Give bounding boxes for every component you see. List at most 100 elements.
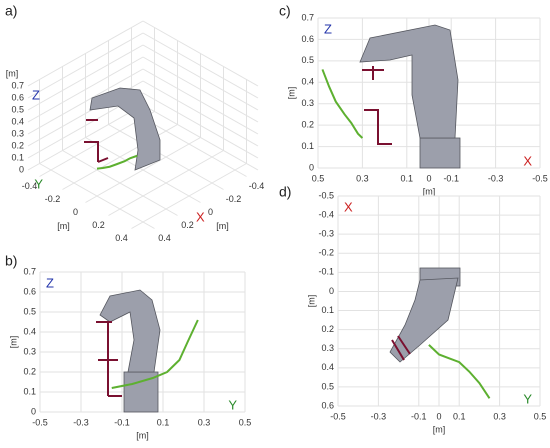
y-tick-label: 0.2 xyxy=(92,220,105,230)
x-tick-label: 0 xyxy=(436,411,441,421)
y-axis-name: Y xyxy=(34,176,43,191)
grid-line xyxy=(27,56,144,123)
robot-a xyxy=(89,87,161,171)
x-axis-name: X xyxy=(523,153,532,168)
y-tick-label: 0.1 xyxy=(321,305,334,315)
x-tick-label: -0.3 xyxy=(488,173,504,183)
panel-label: a) xyxy=(5,3,17,19)
y-tick-label: 0.2 xyxy=(301,120,314,130)
x-tick-label: -0.5 xyxy=(532,173,548,183)
grid-line xyxy=(131,163,247,229)
y-unit: [m] xyxy=(286,87,296,100)
y-tick-label: 0.7 xyxy=(23,266,36,276)
z-tick-label: 0.2 xyxy=(11,140,24,150)
grid-line xyxy=(27,20,144,87)
robot-illustrations xyxy=(84,24,461,413)
x-tick-label: -0.5 xyxy=(330,411,346,421)
x-unit: [m] xyxy=(136,430,149,440)
y-tick-label: -0.3 xyxy=(318,229,334,239)
y-tick-label: -0.2 xyxy=(318,248,334,258)
z-tick-label: 0.5 xyxy=(11,104,24,114)
x-tick-label: 0.3 xyxy=(493,411,506,421)
y-tick-label: -0.4 xyxy=(318,209,334,219)
z-unit: [m] xyxy=(6,68,19,78)
x-tick-label: -0.2 xyxy=(226,194,242,204)
y-tick-label: 0.5 xyxy=(23,306,36,316)
target-frame-a xyxy=(84,119,109,163)
grid-line xyxy=(27,68,144,135)
y-tick-label: 0 xyxy=(73,207,78,217)
y-tick-label: 0.2 xyxy=(321,324,334,334)
grid-line xyxy=(142,44,259,111)
x-tick-label: 0.1 xyxy=(401,173,414,183)
x-tick-label: 0.2 xyxy=(181,220,194,230)
x-tick-label: -0.3 xyxy=(371,411,387,421)
grid-line xyxy=(142,56,259,123)
x-tick-label: -0.4 xyxy=(249,181,265,191)
x-axis-name: Y xyxy=(523,391,532,406)
y-tick-label: 0.6 xyxy=(301,34,314,44)
y-tick-label: 0.6 xyxy=(321,400,334,410)
y-tick-label: 0.1 xyxy=(301,141,314,151)
x-unit: [m] xyxy=(423,186,436,196)
y-unit: [m] xyxy=(8,336,18,349)
x-tick-label: 0.5 xyxy=(312,173,325,183)
target-frame-c xyxy=(362,66,392,145)
y-tick-label: 0.1 xyxy=(23,386,36,396)
z-tick-label: 0.3 xyxy=(11,128,24,138)
grid-line xyxy=(27,44,144,111)
trajectory xyxy=(428,344,491,399)
x-tick-label: 0.3 xyxy=(356,173,369,183)
z-axis-name: Z xyxy=(32,87,40,102)
y-tick-label: 0.4 xyxy=(115,233,128,243)
y-tick-label: 0.3 xyxy=(23,346,36,356)
z-tick-label: 0.1 xyxy=(11,152,24,162)
x-tick-label: 0.3 xyxy=(198,417,211,427)
x-tick-label: 0 xyxy=(208,207,213,217)
x-unit: [m] xyxy=(216,221,229,231)
x-axis-name: Y xyxy=(228,397,237,412)
z-tick-label: 0.4 xyxy=(11,116,24,126)
y-tick-label: 0 xyxy=(31,406,36,416)
trajectory xyxy=(321,69,364,139)
y-tick-label: 0.6 xyxy=(23,286,36,296)
y-tick-label: 0.5 xyxy=(321,381,334,391)
x-axis-name: X xyxy=(196,209,205,224)
trajectory xyxy=(111,319,199,389)
panel-label: c) xyxy=(279,3,291,19)
y-axis-name: Z xyxy=(324,21,332,36)
y-tick-label: 0.3 xyxy=(321,343,334,353)
y-tick-label: -0.4 xyxy=(22,181,38,191)
z-tick-label: 0.6 xyxy=(11,92,24,102)
x-tick-label: 0.5 xyxy=(534,411,547,421)
panel-label: d) xyxy=(279,184,291,200)
y-tick-label: 0.3 xyxy=(301,98,314,108)
x-tick-label: 0.5 xyxy=(239,417,252,427)
target-frame-d xyxy=(391,335,411,361)
trajectory xyxy=(96,154,138,170)
x-tick-label: -0.1 xyxy=(411,411,427,421)
grid-line xyxy=(142,80,259,147)
x-tick-label: 0 xyxy=(426,173,431,183)
y-tick-label: 0 xyxy=(309,162,314,172)
y-unit: [m] xyxy=(57,221,70,231)
x-unit: [m] xyxy=(433,424,446,434)
grid-line xyxy=(142,104,259,171)
y-tick-label: 0.2 xyxy=(23,366,36,376)
y-tick-label: 0.4 xyxy=(23,326,36,336)
y-tick-label: 0.4 xyxy=(301,77,314,87)
x-tick-label: -0.1 xyxy=(114,417,130,427)
robot-c-arm xyxy=(359,24,459,139)
grid-line xyxy=(142,68,259,135)
target-frame-b xyxy=(96,321,122,397)
x-tick-label: 0.1 xyxy=(453,411,466,421)
robot-d-arm xyxy=(389,277,459,363)
y-tick-label: -0.2 xyxy=(45,194,61,204)
y-unit: [m] xyxy=(306,295,316,308)
grid-line xyxy=(27,104,144,171)
x-tick-label: -0.1 xyxy=(443,173,459,183)
grid-line xyxy=(142,32,259,99)
y-tick-label: -0.1 xyxy=(318,267,334,277)
y-tick-label: -0.5 xyxy=(318,190,334,200)
y-tick-label: 0.7 xyxy=(301,12,314,22)
